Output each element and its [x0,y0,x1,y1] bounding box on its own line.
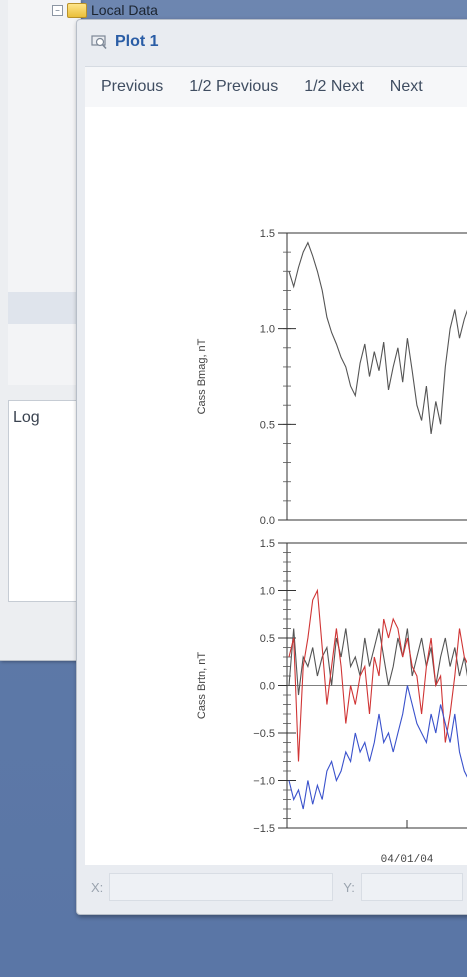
y-tick-label: −0.5 [253,728,275,740]
collapse-icon[interactable]: − [52,4,63,16]
y-tick-label: 0.5 [260,419,275,431]
y-tick-label: 0.0 [260,515,275,527]
y-coordinate-field [360,873,463,901]
y-tick-label: 1.5 [260,228,275,240]
y-axis-label: Cass Brtn, nT [196,652,208,720]
magnifier-icon [91,35,107,50]
plot-title-bar[interactable]: Plot 1 [77,20,467,64]
y-tick-label: 1.0 [260,324,275,336]
cursor-coordinates-bar: X: Y: [85,868,467,906]
tree-item-label: Local Data [91,2,158,18]
plot-window[interactable]: Plot 1 Previous 1/2 Previous 1/2 Next Ne… [76,19,467,915]
y-tick-label: 1.5 [260,538,275,550]
y-tick-label: 0.0 [260,681,275,693]
plot-window-title: Plot 1 [115,33,159,50]
y-tick-label: 0.5 [260,633,275,645]
y-axis-label: Cass Bmag, nT [196,338,208,414]
previous-button[interactable]: Previous [101,78,164,95]
plot-svg: 1.5 1.0 0.5 0.0 Cass Bmag, nT 1.5 1.0 0.5 0.0 −0.… [170,228,467,887]
x-tick-label: 04/01/04 [381,854,434,865]
next-button[interactable]: Next [389,78,423,95]
plot-navigation-toolbar: Previous 1/2 Previous 1/2 Next Next [85,66,467,108]
x-coordinate-field [109,873,334,901]
half-previous-button[interactable]: 1/2 Previous [189,78,279,95]
folder-icon [67,2,87,18]
y-tick-label: 1.0 [260,586,275,598]
plot-canvas[interactable]: 1.5 1.0 0.5 0.0 Cass Bmag, nT 1.5 1.0 0.5 0.0 −0.… [85,107,467,887]
x-coordinate-label: X: [91,879,104,895]
y-tick-label: −1.5 [253,823,275,835]
tree-item-local-data[interactable]: − Local Data [52,0,158,20]
data-tree[interactable]: − Local Data [8,0,158,385]
series-line [288,241,467,434]
half-next-button[interactable]: 1/2 Next [304,78,364,95]
log-label: Log [13,409,40,426]
y-coordinate-label: Y: [343,879,355,895]
data-browser-window: − Local Data Log [0,0,158,661]
series-line [288,588,467,762]
selected-tree-row[interactable] [8,292,80,324]
series-line [288,628,467,696]
log-panel: Log [8,400,82,602]
series-line [288,685,467,810]
y-tick-label: −1.0 [253,776,275,788]
